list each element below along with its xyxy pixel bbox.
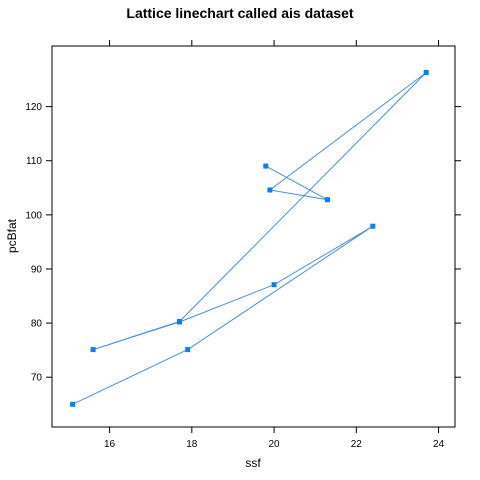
axis-ticks: 16 18 20 22 24 70 80 90 100 110 120 [25,40,461,450]
y-tick-label: 70 [31,373,43,384]
y-tick-label: 90 [31,264,43,275]
x-tick-label: 24 [433,439,445,450]
y-tick-label: 110 [26,156,42,167]
data-point [267,187,273,193]
y-tick-label: 100 [25,210,42,221]
data-point [325,197,330,203]
series-group [70,70,429,407]
data-point [177,319,182,325]
data-point [185,347,191,353]
data-point [271,282,277,288]
y-axis-label: pcBfat [5,218,19,253]
plot-panel [51,45,456,428]
data-point [263,163,269,169]
x-tick-label: 18 [186,439,198,450]
x-axis-label: ssf [245,456,261,470]
y-tick-label: 80 [31,319,43,330]
x-tick-label: 16 [104,439,116,450]
data-point [90,347,96,353]
chart-title: Lattice linechart called ais dataset [126,5,354,21]
x-tick-label: 22 [351,439,363,450]
series-line [72,72,427,405]
data-point [423,70,429,75]
data-point [370,223,376,229]
data-point [70,401,76,407]
x-tick-label: 20 [268,439,280,450]
y-tick-label: 120 [25,102,42,113]
